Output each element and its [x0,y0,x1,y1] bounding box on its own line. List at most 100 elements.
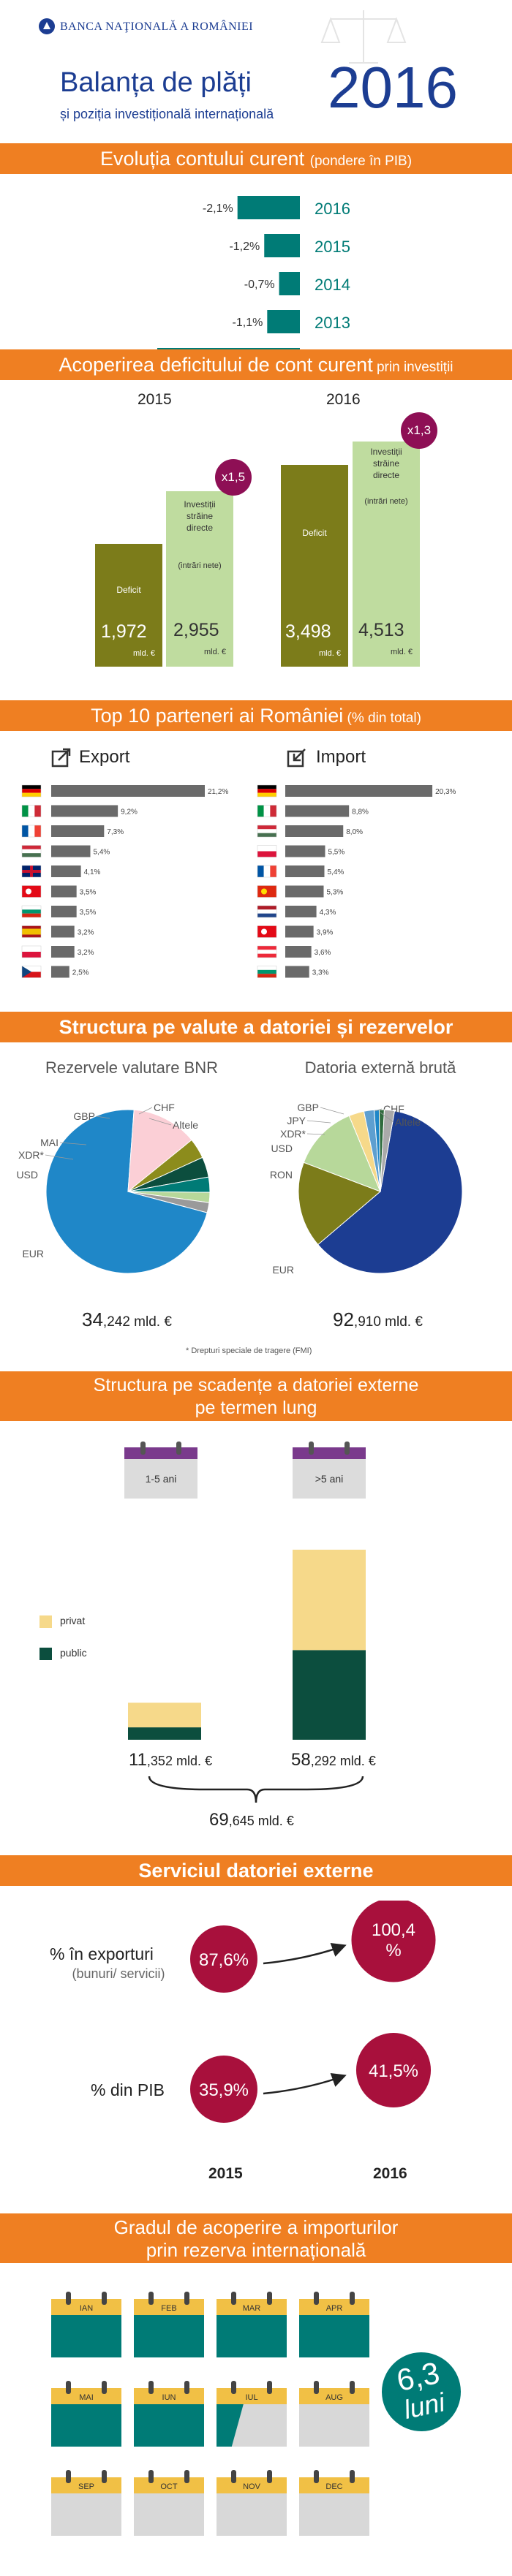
calendar-ring-icon [314,2381,319,2394]
france-flag [257,865,277,878]
export-bar [51,825,105,837]
calendar-top [293,1447,366,1459]
calendar-ring-icon [309,1442,314,1455]
section-debt-service-header: Serviciul datoriei externe [0,1855,512,1886]
pie-slice [127,1191,210,1213]
section-currency-structure-header: Structura pe valute a datoriei și rezerv… [0,1012,512,1042]
leader-line [59,1142,87,1145]
fdi-bar-2015: Investiții străine directe (intrări nete… [166,491,233,667]
year-label-2015: 2015 [208,2165,243,2182]
total-big: 34 [82,1308,103,1330]
leader-line [380,1112,394,1123]
bank-name: BANCA NAŢIONALĂ A ROMÂNIEI [60,20,254,33]
leader-line [138,1107,153,1115]
flag-stripe [22,966,41,972]
import-bar [285,845,325,857]
year-label: 2013 [315,314,350,332]
total-big: 69 [209,1810,229,1830]
bar-label-line: Investiții [184,499,216,509]
month-calendar: SEP [51,2470,121,2536]
pie-slice [317,1110,463,1274]
calendar-ring-icon [66,2292,71,2305]
total-brace-icon [148,1776,364,1803]
calendar-body [299,2404,369,2447]
spain-flag [21,925,42,938]
value-circle-2016 [351,1901,436,1982]
flag-stripe [22,853,41,857]
bar-value-label: -0,7% [244,279,275,291]
flag-stripe [257,969,276,974]
flag-border [21,784,42,798]
leader-line [306,1120,331,1124]
flag-stripe [257,833,276,837]
flag-emblem [261,928,267,935]
flag-border [257,885,277,898]
flag-border [257,865,277,878]
calendar-body: >5 ani [293,1459,366,1499]
hungary-flag [21,845,42,857]
france-flag [21,825,42,838]
bar-value-label: -1,1% [233,317,263,329]
total-small: ,910 mld. € [353,1314,423,1330]
export-bar [51,946,75,958]
bar-label-line: străine [186,511,214,521]
bulgaria-flag [21,905,42,918]
legend-private-swatch [39,1615,52,1628]
calendar-covered-fill [217,2315,287,2357]
month-label: OCT [160,2482,178,2491]
legend-private-label: privat [60,1615,86,1626]
export-bar [51,865,81,877]
import-bar [285,906,317,917]
month-label: APR [326,2304,343,2313]
row-exports-label: % în exporturi [50,1944,154,1963]
calendar-ring-icon [102,2292,107,2305]
month-calendar: MAR [217,2292,287,2357]
bar-value-label: -1,2% [229,240,260,253]
bar-value-label: 4,3% [320,909,336,917]
bar-label: Investiții străine directe [166,499,233,534]
legend-public-label: public [60,1647,87,1659]
flag-stripe [257,913,276,917]
turkey-flag [21,885,42,898]
export-bar [51,785,205,797]
flag-border [21,885,42,898]
year-label-2016: 2016 [326,391,361,408]
calendar-ring-icon [314,2292,319,2305]
flag-border [257,905,277,918]
value-label-2016: 100,4 [372,1920,415,1940]
bar-value: 1,972 [101,621,147,642]
import-label: Import [316,747,366,767]
calendar-ring-icon [231,2381,236,2394]
pie-slice [298,1162,381,1246]
month-label: IUN [162,2393,176,2402]
current-account-bar [264,234,300,257]
pie-slice [45,1109,208,1274]
flag-stripe [257,805,264,817]
bank-logo [38,18,56,35]
deficit-bar-2015: Deficit 1,972 mld. € [95,544,162,667]
flag-triangle [22,966,31,978]
flag-stripe [257,785,276,789]
public-debt-bar [128,1727,201,1740]
pie-slice [380,1109,396,1192]
import-bar [285,865,325,877]
flag-border [257,945,277,958]
calendar-body [134,2493,204,2536]
value-label-2016: % [385,1941,401,1961]
debt-total: 92,910 mld. € [333,1308,423,1331]
flag-stripe [22,785,41,789]
current-account-bar [267,310,300,333]
pie-label: XDR* [18,1149,45,1161]
flag-stripe [257,792,276,797]
month-label: IUL [245,2393,257,2402]
month-calendar: IUL [217,2381,287,2447]
year-label: 2016 [315,200,350,218]
section-deficit-coverage-header: Acoperirea deficitului de cont curent pr… [0,349,512,380]
currency-pie-charts: EURUSDXDR*MAIGBPCHFAlteleEURRONUSDXDR*JP… [16,1102,463,1276]
total-big: 92 [333,1308,354,1330]
year-label: 2014 [315,276,350,294]
austria-flag [257,945,277,958]
flag-stripe [28,805,35,817]
pie-label: JPY [287,1115,306,1126]
row-gdp-label: % din PIB [91,2080,165,2099]
